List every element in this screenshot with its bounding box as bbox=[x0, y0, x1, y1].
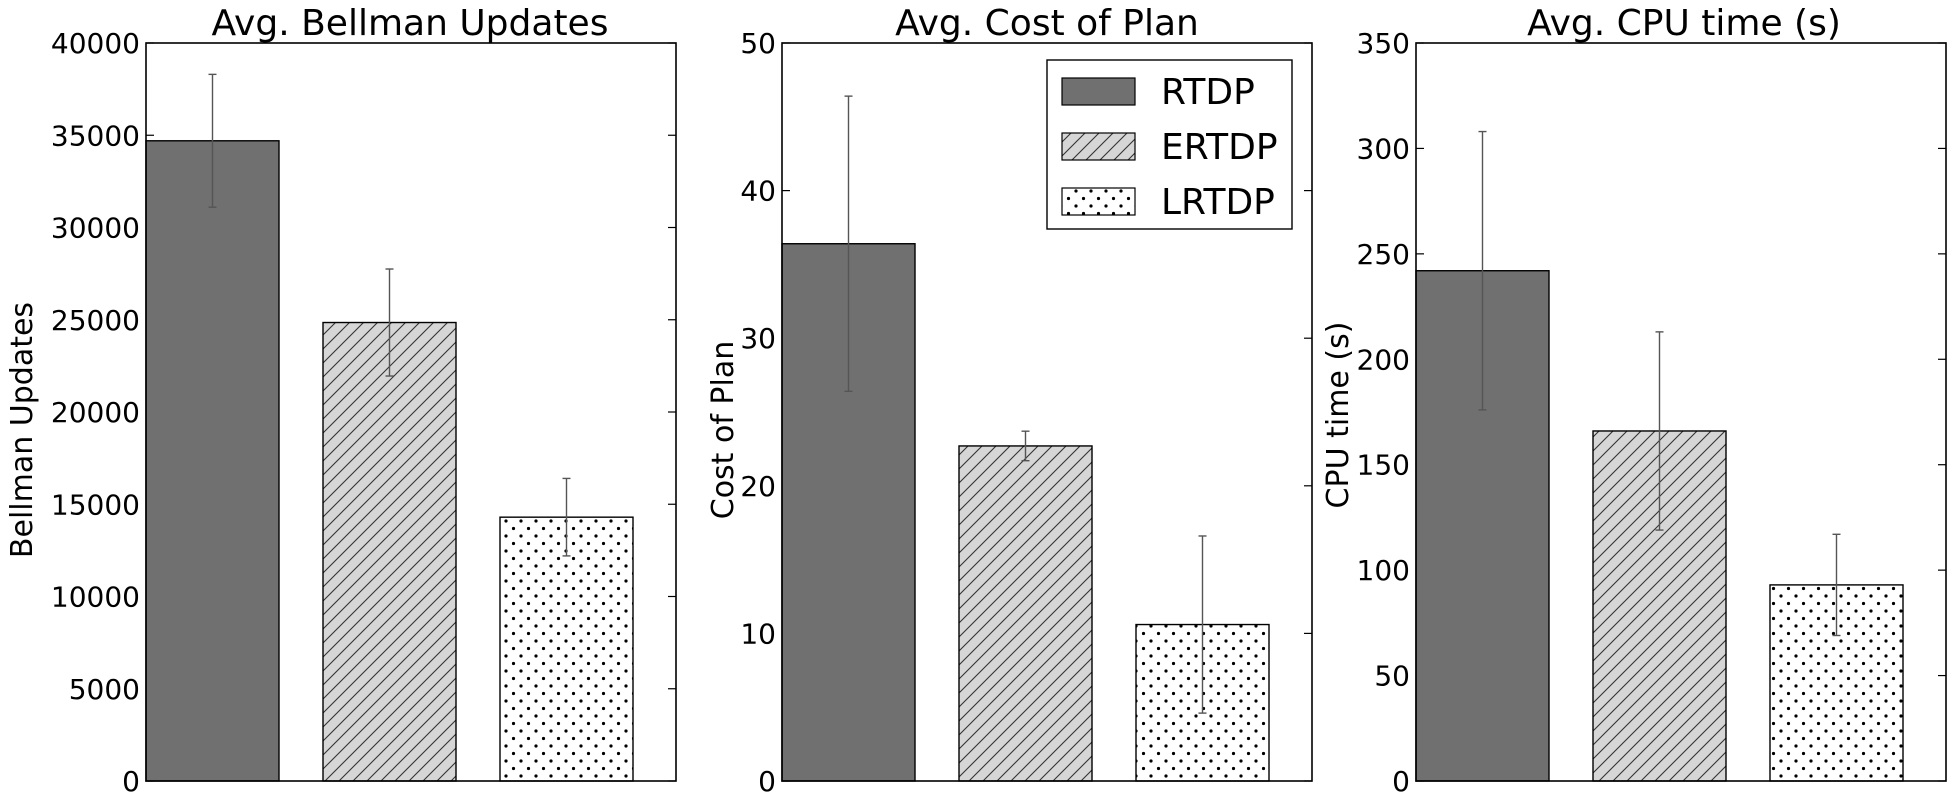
y-tick-label: 200 bbox=[1357, 343, 1410, 376]
legend-swatch-ertdp bbox=[1061, 132, 1136, 161]
y-tick-label: 350 bbox=[1357, 27, 1410, 60]
error-bar-ertdp bbox=[1655, 331, 1664, 531]
legend-entry-lrtdp: LRTDP bbox=[1061, 182, 1275, 223]
legend-swatch-lrtdp bbox=[1061, 187, 1136, 216]
y-axis-label: Bellman Updates bbox=[5, 302, 40, 558]
y-tick-label: 20 bbox=[740, 470, 776, 503]
legend-swatch-rtdp bbox=[1061, 77, 1136, 106]
y-tick-label: 5000 bbox=[69, 673, 140, 706]
y-tick-label: 150 bbox=[1357, 449, 1410, 482]
y-tick-label: 100 bbox=[1357, 554, 1410, 587]
error-bar-lrtdp bbox=[1832, 533, 1841, 637]
y-tick-label: 10 bbox=[740, 617, 776, 650]
error-bar-rtdp bbox=[1478, 130, 1487, 411]
legend-entry-rtdp: RTDP bbox=[1061, 72, 1255, 113]
bar-ertdp bbox=[322, 321, 457, 782]
y-tick-label: 40000 bbox=[51, 27, 140, 60]
chart-title: Avg. Bellman Updates bbox=[212, 3, 609, 44]
y-axis-ticks: 0 10 20 30 40 50 bbox=[740, 27, 1312, 798]
bars bbox=[1415, 130, 1904, 782]
bar-rtdp bbox=[145, 140, 280, 782]
y-tick-label: 30000 bbox=[51, 212, 140, 245]
y-tick-label: 50 bbox=[1374, 660, 1410, 693]
error-bar-lrtdp bbox=[562, 477, 571, 557]
y-axis-ticks: 0 5000 10000 15000 20000 25000 30000 35000 40000 bbox=[51, 27, 676, 798]
y-tick-label: 0 bbox=[1392, 765, 1410, 798]
y-axis-ticks: 0 50 100 150 200 250 300 350 bbox=[1357, 27, 1946, 798]
bars bbox=[781, 95, 1270, 782]
legend-label: ERTDP bbox=[1161, 127, 1278, 168]
y-axis-label: Cost of Plan bbox=[706, 341, 741, 520]
y-tick-label: 30 bbox=[740, 322, 776, 355]
plot-frame bbox=[145, 42, 677, 782]
y-tick-label: 250 bbox=[1357, 238, 1410, 271]
legend-label: LRTDP bbox=[1161, 182, 1275, 223]
legend-entry-ertdp: ERTDP bbox=[1061, 127, 1278, 168]
y-tick-label: 50 bbox=[740, 27, 776, 60]
y-tick-label: 20000 bbox=[51, 396, 140, 429]
y-tick-label: 25000 bbox=[51, 304, 140, 337]
legend: RTDP ERTDP LRTDP bbox=[1046, 59, 1293, 230]
error-bar-lrtdp bbox=[1198, 535, 1207, 714]
chart-panel-bellman-updates: Avg. Bellman Updates Bellman Updates 0 50… bbox=[5, 3, 677, 798]
chart-panel-cpu-time: Avg. CPU time (s) CPU time (s) 0 50 100 150… bbox=[1321, 3, 1947, 798]
error-bar-ertdp bbox=[1021, 430, 1030, 462]
y-tick-label: 0 bbox=[758, 765, 776, 798]
bar-ertdp bbox=[958, 445, 1093, 782]
y-tick-label: 15000 bbox=[51, 488, 140, 521]
y-tick-label: 35000 bbox=[51, 119, 140, 152]
bars bbox=[145, 73, 634, 782]
y-tick-label: 0 bbox=[122, 765, 140, 798]
bar-ertdp bbox=[1592, 430, 1727, 782]
plot-frame bbox=[1415, 42, 1947, 782]
error-bar-rtdp bbox=[844, 95, 853, 393]
y-tick-label: 300 bbox=[1357, 132, 1410, 165]
error-bar-rtdp bbox=[208, 73, 217, 208]
y-tick-label: 40 bbox=[740, 175, 776, 208]
plot-frame bbox=[781, 42, 1313, 782]
chart-title: Avg. CPU time (s) bbox=[1527, 3, 1841, 44]
legend-label: RTDP bbox=[1161, 72, 1255, 113]
y-tick-label: 10000 bbox=[51, 581, 140, 614]
y-axis-label: CPU time (s) bbox=[1321, 322, 1356, 509]
error-bar-ertdp bbox=[385, 268, 394, 377]
bar-lrtdp bbox=[499, 516, 634, 782]
chart-panel-cost-of-plan: Avg. Cost of Plan Cost of Plan 0 10 20 30 40… bbox=[706, 3, 1313, 798]
chart-title: Avg. Cost of Plan bbox=[895, 3, 1199, 44]
